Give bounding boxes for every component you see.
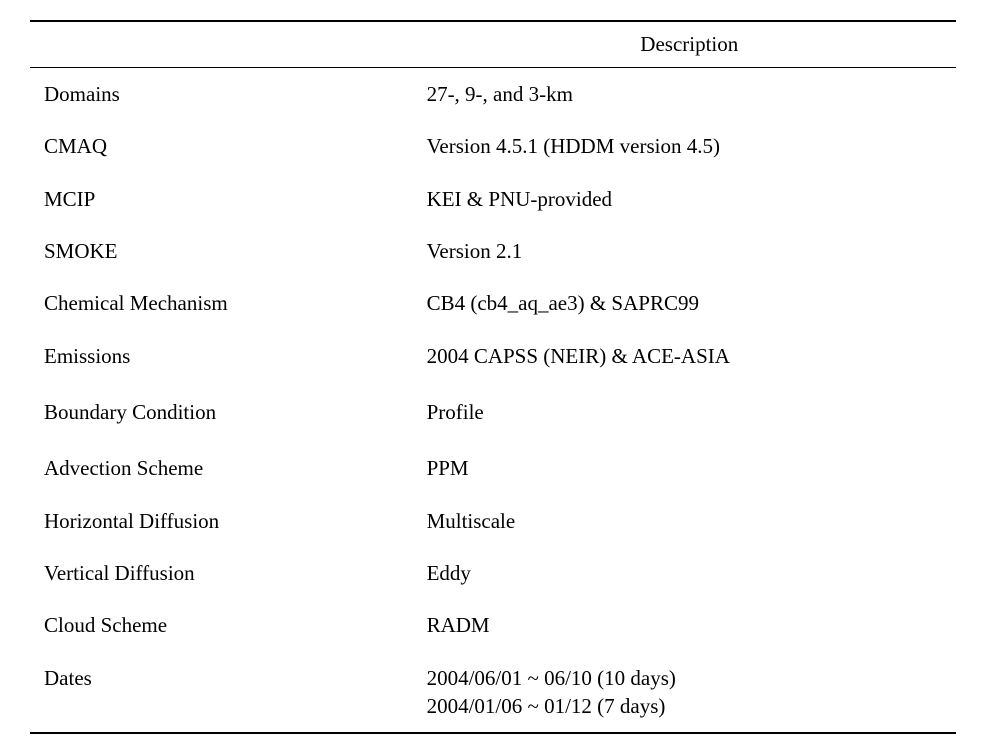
row-description: Version 2.1	[423, 225, 956, 277]
row-label: Emissions	[30, 330, 423, 382]
row-description-line1: 2004/06/01 ~ 06/10 (10 days)	[427, 664, 944, 692]
table-row: Dates 2004/06/01 ~ 06/10 (10 days) 2004/…	[30, 652, 956, 734]
row-description: RADM	[423, 599, 956, 651]
row-description: KEI & PNU-provided	[423, 173, 956, 225]
table-row: Cloud Scheme RADM	[30, 599, 956, 651]
table-header-row: Description	[30, 21, 956, 68]
row-description-line2: 2004/01/06 ~ 01/12 (7 days)	[427, 692, 944, 720]
table-row: Advection Scheme PPM	[30, 442, 956, 494]
row-label: Cloud Scheme	[30, 599, 423, 651]
table-row: Vertical Diffusion Eddy	[30, 547, 956, 599]
table-row: MCIP KEI & PNU-provided	[30, 173, 956, 225]
row-label: Dates	[30, 652, 423, 734]
row-description: Version 4.5.1 (HDDM version 4.5)	[423, 120, 956, 172]
table-row: SMOKE Version 2.1	[30, 225, 956, 277]
row-label: Vertical Diffusion	[30, 547, 423, 599]
row-description: 2004/06/01 ~ 06/10 (10 days) 2004/01/06 …	[423, 652, 956, 734]
row-description: PPM	[423, 442, 956, 494]
table-row: Emissions 2004 CAPSS (NEIR) & ACE-ASIA	[30, 330, 956, 382]
table-row: Chemical Mechanism CB4 (cb4_aq_ae3) & SA…	[30, 277, 956, 329]
row-description: Multiscale	[423, 495, 956, 547]
row-label: CMAQ	[30, 120, 423, 172]
description-table: Description Domains 27-, 9-, and 3-km CM…	[30, 20, 956, 734]
row-description: 2004 CAPSS (NEIR) & ACE-ASIA	[423, 330, 956, 382]
row-label: Horizontal Diffusion	[30, 495, 423, 547]
row-label: Domains	[30, 68, 423, 121]
row-label: Chemical Mechanism	[30, 277, 423, 329]
table-row: Domains 27-, 9-, and 3-km	[30, 68, 956, 121]
header-label-col	[30, 21, 423, 68]
row-description: Profile	[423, 382, 956, 442]
row-description: Eddy	[423, 547, 956, 599]
row-label: Advection Scheme	[30, 442, 423, 494]
row-label: MCIP	[30, 173, 423, 225]
table-row: Horizontal Diffusion Multiscale	[30, 495, 956, 547]
table-body: Domains 27-, 9-, and 3-km CMAQ Version 4…	[30, 68, 956, 734]
row-label: Boundary Condition	[30, 382, 423, 442]
row-description: CB4 (cb4_aq_ae3) & SAPRC99	[423, 277, 956, 329]
table-row: Boundary Condition Profile	[30, 382, 956, 442]
row-description: 27-, 9-, and 3-km	[423, 68, 956, 121]
header-description-col: Description	[423, 21, 956, 68]
row-label: SMOKE	[30, 225, 423, 277]
table-row: CMAQ Version 4.5.1 (HDDM version 4.5)	[30, 120, 956, 172]
